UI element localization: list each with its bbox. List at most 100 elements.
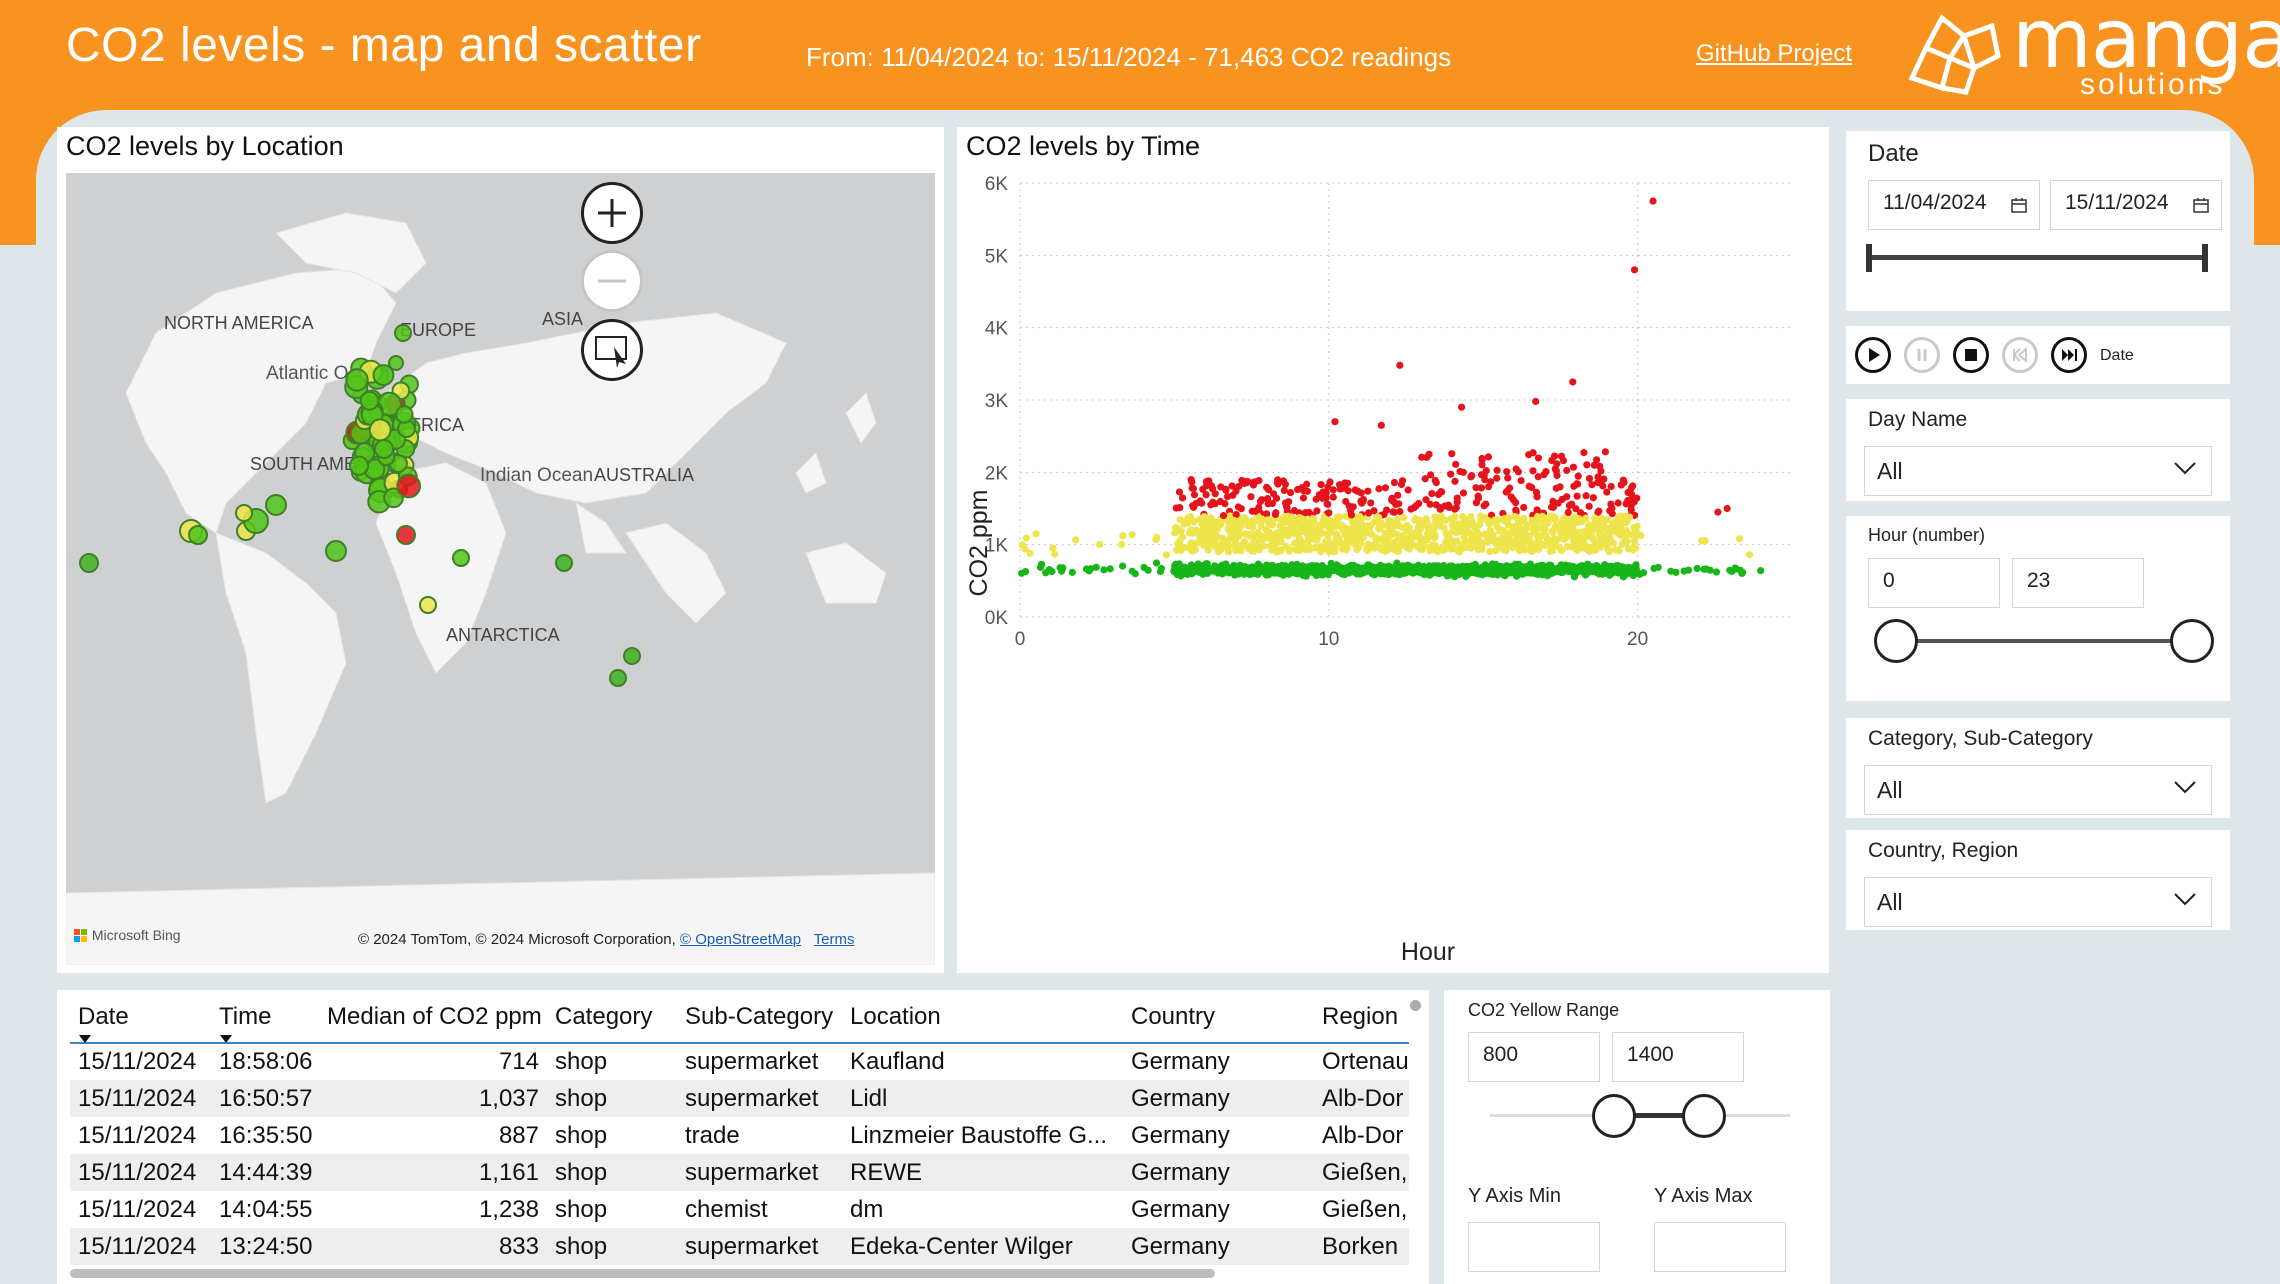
scatter-point[interactable] (1369, 568, 1377, 576)
column-header-time[interactable]: Time (219, 1003, 272, 1030)
scatter-point[interactable] (1544, 563, 1552, 571)
scatter-point[interactable] (1407, 540, 1415, 548)
scatter-point[interactable] (1485, 520, 1493, 528)
table-row[interactable]: 15/11/2024 16:35:50 887 shop trade Linzmeier … (70, 1117, 1409, 1154)
scatter-point[interactable] (1483, 531, 1491, 539)
scatter-point[interactable] (1536, 532, 1544, 540)
scatter-point[interactable] (1726, 566, 1734, 574)
scatter-point[interactable] (1254, 569, 1262, 577)
location-bubble[interactable] (555, 554, 573, 572)
yellow-range-min-input[interactable]: 800 (1468, 1032, 1600, 1082)
scatter-point[interactable] (1228, 531, 1236, 539)
scatter-point[interactable] (1175, 488, 1184, 496)
scatter-point[interactable] (1502, 488, 1510, 496)
scatter-point[interactable] (1481, 476, 1489, 484)
scatter-point[interactable] (1533, 506, 1541, 514)
scatter-point[interactable] (1189, 484, 1198, 493)
scatter-point[interactable] (1554, 567, 1562, 575)
scatter-point[interactable] (1616, 531, 1624, 539)
scatter-point[interactable] (1480, 502, 1488, 510)
scatter-point[interactable] (1526, 560, 1535, 568)
scatter-point[interactable] (1610, 525, 1618, 533)
scatter-point[interactable] (1547, 503, 1556, 511)
next-button[interactable] (2051, 337, 2087, 373)
scatter-point[interactable] (1409, 569, 1417, 577)
scatter-point[interactable] (1544, 517, 1552, 525)
scatter-point[interactable] (1237, 505, 1245, 513)
scatter-point[interactable] (1018, 541, 1026, 549)
scatter-point[interactable] (1649, 197, 1657, 205)
scatter-point[interactable] (1263, 510, 1271, 518)
scatter-point[interactable] (1396, 507, 1404, 516)
scatter-point[interactable] (1577, 567, 1586, 575)
column-header-location[interactable]: Location (850, 1003, 941, 1030)
scatter-point[interactable] (1257, 522, 1265, 530)
scatter-point[interactable] (1467, 473, 1475, 481)
scatter-point[interactable] (1176, 504, 1184, 512)
scatter-point[interactable] (1305, 543, 1314, 551)
scatter-point[interactable] (1607, 482, 1615, 491)
scatter-point[interactable] (1607, 500, 1615, 508)
scatter-point[interactable] (1456, 467, 1464, 476)
scatter-point[interactable] (1471, 542, 1480, 550)
scatter-point[interactable] (1277, 566, 1285, 574)
scatter-point[interactable] (1119, 532, 1127, 540)
scatter-point[interactable] (1534, 545, 1543, 554)
scatter-point[interactable] (1087, 565, 1095, 573)
scatter-point[interactable] (1629, 482, 1637, 490)
scatter-point[interactable] (1407, 505, 1415, 513)
y-axis-min-input[interactable] (1468, 1222, 1600, 1272)
scatter-point[interactable] (1131, 570, 1139, 578)
scatter-point[interactable] (1570, 573, 1578, 581)
scatter-point[interactable] (1351, 541, 1360, 549)
scatter-point[interactable] (1296, 535, 1304, 543)
scatter-point[interactable] (1550, 452, 1559, 460)
scatter-point[interactable] (1022, 534, 1030, 542)
scatter-point[interactable] (1213, 533, 1222, 541)
column-header-date[interactable]: Date (78, 1003, 129, 1030)
scatter-point[interactable] (1195, 568, 1203, 576)
scatter-point[interactable] (1580, 540, 1589, 548)
scatter-point[interactable] (1216, 497, 1225, 506)
scatter-point[interactable] (1457, 403, 1466, 411)
scatter-point[interactable] (1224, 548, 1233, 556)
scatter-point[interactable] (1461, 531, 1469, 539)
scatter-point[interactable] (1572, 505, 1580, 513)
scatter-point[interactable] (1572, 540, 1580, 549)
scatter-point[interactable] (1712, 568, 1721, 576)
scatter-point[interactable] (1600, 568, 1608, 576)
scatter-point[interactable] (1501, 528, 1509, 536)
scatter-point[interactable] (1389, 508, 1397, 516)
scatter-point[interactable] (1437, 512, 1445, 520)
scatter-point[interactable] (1605, 548, 1613, 556)
scatter-point[interactable] (1478, 454, 1486, 463)
scatter-point[interactable] (1181, 544, 1189, 552)
scatter-point[interactable] (1478, 461, 1486, 469)
location-bubble[interactable] (368, 418, 392, 442)
scatter-point[interactable] (1428, 541, 1437, 549)
scatter-point[interactable] (1509, 567, 1517, 575)
scatter-point[interactable] (1438, 488, 1446, 496)
scatter-point[interactable] (1228, 482, 1236, 490)
scatter-point[interactable] (1473, 531, 1481, 539)
scatter-point[interactable] (1745, 550, 1754, 559)
scatter-point[interactable] (1200, 541, 1208, 550)
scatter-point[interactable] (1621, 519, 1629, 527)
scatter-point[interactable] (1502, 546, 1510, 555)
scatter-point[interactable] (1479, 568, 1488, 577)
github-project-link[interactable]: GitHub Project (1696, 40, 1853, 67)
scatter-point[interactable] (1549, 528, 1557, 537)
scatter-point[interactable] (1589, 494, 1597, 502)
scatter-point[interactable] (1209, 540, 1217, 548)
scatter-point[interactable] (1219, 512, 1228, 520)
scatter-point[interactable] (1489, 534, 1497, 542)
scatter-point[interactable] (1152, 559, 1161, 567)
scatter-point[interactable] (1364, 487, 1372, 495)
scatter-point[interactable] (1268, 499, 1276, 508)
scatter-point[interactable] (1482, 466, 1490, 475)
scatter-point[interactable] (1248, 517, 1257, 525)
scatter-point[interactable] (1355, 512, 1364, 520)
scatter-point[interactable] (1506, 537, 1514, 545)
scatter-point[interactable] (1205, 479, 1213, 487)
scatter-point[interactable] (1256, 498, 1265, 506)
